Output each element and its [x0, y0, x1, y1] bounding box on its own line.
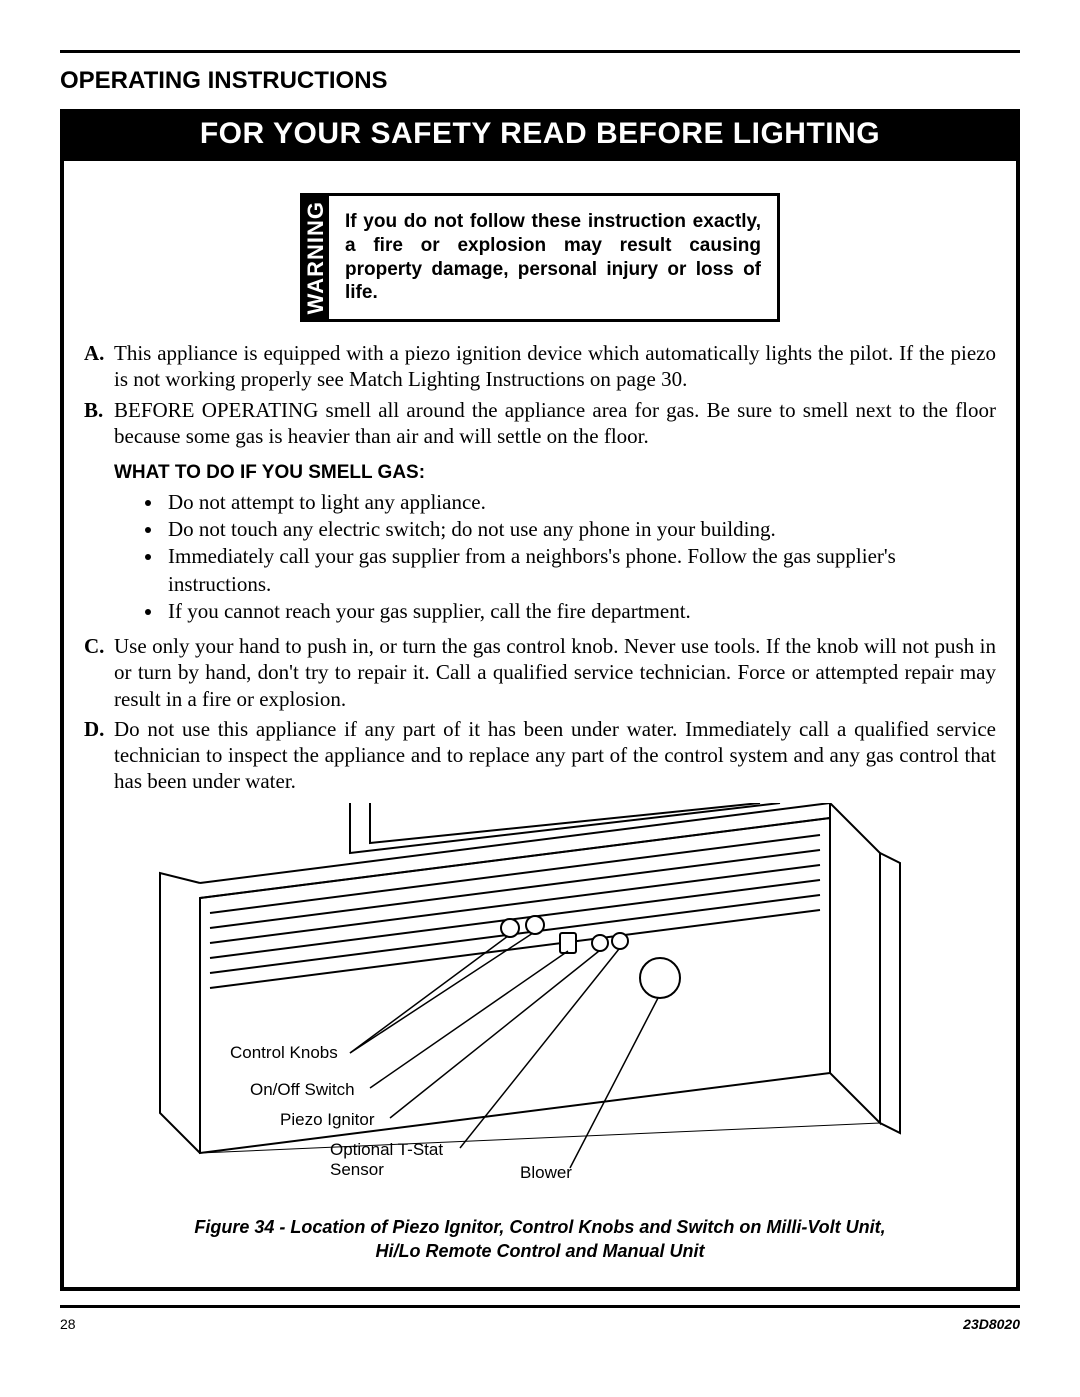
item-body: Use only your hand to push in, or turn t… — [114, 633, 996, 712]
item-letter: D. — [84, 716, 114, 795]
callout-tstat: Optional T-Stat Sensor — [330, 1140, 448, 1179]
callout-onoff: On/Off Switch — [250, 1080, 355, 1099]
item-letter: A. — [84, 340, 114, 393]
gas-bullet: Do not attempt to light any appliance. — [164, 489, 996, 516]
warning-box: WARNING If you do not follow these instr… — [300, 193, 780, 322]
callout-blower: Blower — [520, 1163, 572, 1182]
callout-piezo: Piezo Ignitor — [280, 1110, 375, 1129]
top-rule — [60, 50, 1020, 53]
main-content-box: FOR YOUR SAFETY READ BEFORE LIGHTING WAR… — [60, 109, 1020, 1291]
bottom-rule — [60, 1305, 1020, 1308]
safety-banner: FOR YOUR SAFETY READ BEFORE LIGHTING — [60, 109, 1020, 161]
caption-line2: Hi/Lo Remote Control and Manual Unit — [376, 1241, 705, 1261]
item-b: B. BEFORE OPERATING smell all around the… — [84, 397, 996, 450]
gas-list: Do not attempt to light any appliance. D… — [164, 489, 996, 625]
gas-bullet: Immediately call your gas supplier from … — [164, 543, 996, 598]
gas-bullet: Do not touch any electric switch; do not… — [164, 516, 996, 543]
instruction-list: A. This appliance is equipped with a pie… — [84, 340, 996, 795]
item-letter: C. — [84, 633, 114, 712]
appliance-diagram: Control Knobs On/Off Switch Piezo Ignito… — [140, 803, 940, 1203]
callout-control-knobs: Control Knobs — [230, 1043, 338, 1062]
item-body: Do not use this appliance if any part of… — [114, 716, 996, 795]
doc-number: 23D8020 — [963, 1316, 1020, 1332]
section-title: OPERATING INSTRUCTIONS — [60, 67, 1020, 95]
gas-heading: WHAT TO DO IF YOU SMELL GAS: — [114, 461, 996, 485]
warning-tab-label: WARNING — [303, 201, 329, 314]
item-d: D. Do not use this appliance if any part… — [84, 716, 996, 795]
item-letter: B. — [84, 397, 114, 450]
gas-bullet: If you cannot reach your gas supplier, c… — [164, 598, 996, 625]
figure-caption: Figure 34 - Location of Piezo Ignitor, C… — [84, 1215, 996, 1264]
item-a: A. This appliance is equipped with a pie… — [84, 340, 996, 393]
page-number: 28 — [60, 1316, 76, 1332]
caption-line1: Figure 34 - Location of Piezo Ignitor, C… — [194, 1217, 885, 1237]
item-c: C. Use only your hand to push in, or tur… — [84, 633, 996, 712]
warning-text: If you do not follow these instruction e… — [329, 196, 777, 319]
warning-tab: WARNING — [303, 196, 329, 319]
item-body: BEFORE OPERATING smell all around the ap… — [114, 397, 996, 450]
figure-34: Control Knobs On/Off Switch Piezo Ignito… — [84, 803, 996, 1264]
page-footer: 28 23D8020 — [60, 1316, 1020, 1332]
item-body: This appliance is equipped with a piezo … — [114, 340, 996, 393]
